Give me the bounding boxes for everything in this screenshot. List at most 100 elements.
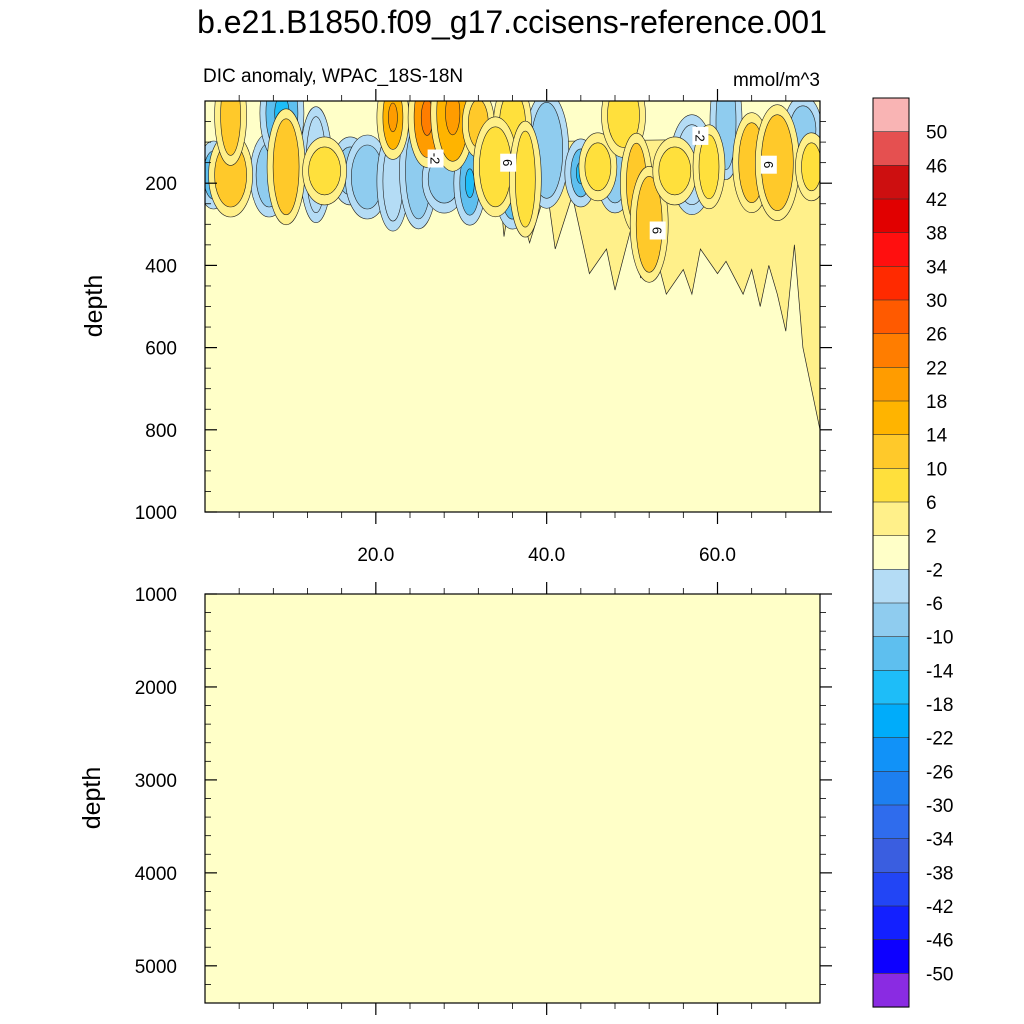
colorbar-swatch xyxy=(872,434,910,469)
colorbar-swatch xyxy=(872,400,910,436)
contour-label-bg xyxy=(500,153,517,172)
colorbar-label: -34 xyxy=(926,830,954,851)
colorbar-swatch xyxy=(872,939,910,974)
colorbar-swatch xyxy=(872,804,910,840)
upper-x-tick-label: 40.0 xyxy=(528,545,565,566)
colorbar-label: -2 xyxy=(926,560,943,581)
upper-axis-ticks: 200 400 600 800 1000 20.0 40.0 60.0 xyxy=(135,89,832,566)
upper-x-tick-label: 60.0 xyxy=(699,545,736,566)
contour-label-text: -2 xyxy=(428,153,443,165)
colorbar-swatch xyxy=(872,872,910,907)
colorbar-swatch xyxy=(872,266,910,301)
contour-label-bg xyxy=(760,155,777,174)
colorbar-swatch xyxy=(872,636,910,671)
upper-contour-field xyxy=(205,101,820,430)
lower-y-tick-label: 1000 xyxy=(135,585,177,606)
colorbar-label: -42 xyxy=(926,897,953,918)
colorbar-label: 46 xyxy=(926,156,947,177)
lower-ylabel: depth xyxy=(78,767,106,830)
lower-y-tick-label: 3000 xyxy=(135,771,177,792)
colorbar-swatch xyxy=(872,232,910,267)
contour-label-text: 6 xyxy=(761,161,776,168)
anomaly-core xyxy=(801,142,820,192)
colorbar-label: 34 xyxy=(926,257,948,278)
colorbar-label: 38 xyxy=(926,224,947,245)
upper-panel: -2 6 -2 6 6 200 400 600 800 1000 20.0 40.0 60.0 dep… xyxy=(80,89,832,566)
colorbar-swatch xyxy=(872,973,910,1008)
colorbar-label: -38 xyxy=(926,863,953,884)
anomaly-peak xyxy=(464,168,475,198)
colorbar-swatch xyxy=(872,198,910,234)
contour-label: 6 xyxy=(500,153,517,172)
contour-label-bg xyxy=(692,126,709,145)
colorbar-swatch xyxy=(872,299,910,335)
lower-y-tick-label: 5000 xyxy=(135,957,177,978)
units-subtitle: mmol/m^3 xyxy=(733,70,820,91)
contour-label: 6 xyxy=(760,155,777,174)
contour-label-bg xyxy=(649,221,666,240)
colorbar-label: 22 xyxy=(926,358,947,379)
colorbar-swatch xyxy=(872,905,910,941)
colorbar-label: 42 xyxy=(926,190,947,211)
colorbar-swatch xyxy=(872,703,910,739)
main-title: b.e21.B1850.f09_g17.ccisens-reference.00… xyxy=(197,4,827,40)
colorbar-label: -6 xyxy=(926,594,943,615)
colorbar-label: 14 xyxy=(926,426,948,447)
contour-label-bg xyxy=(427,149,444,168)
left-subtitle: DIC anomaly, WPAC_18S-18N xyxy=(203,66,463,87)
colorbar-label: 50 xyxy=(926,123,947,144)
lower-axis-ticks: 1000 2000 3000 4000 5000 xyxy=(135,582,832,1015)
colorbar-label: -46 xyxy=(926,931,953,952)
contour-label-text: -2 xyxy=(692,130,707,142)
anomaly-core xyxy=(584,142,612,192)
contour-label: 6 xyxy=(649,221,666,240)
upper-y-tick-label: 400 xyxy=(145,256,177,277)
anomaly-core xyxy=(220,101,241,156)
colorbar-swatch xyxy=(872,501,910,537)
colorbar-label: 2 xyxy=(926,527,937,548)
anomaly-core xyxy=(514,130,536,228)
lower-y-tick-label: 2000 xyxy=(135,678,177,699)
colorbar-frame xyxy=(872,97,910,1008)
colorbar-swatch xyxy=(872,569,910,604)
contour-labels: -2 6 -2 6 6 xyxy=(427,126,777,240)
colorbar-swatch xyxy=(872,838,910,873)
colorbar-swatch xyxy=(872,165,910,200)
upper-ylabel: depth xyxy=(80,275,108,338)
upper-x-tick-label: 20.0 xyxy=(357,545,394,566)
colorbar-label: -50 xyxy=(926,964,953,985)
colorbar-label: 30 xyxy=(926,291,947,312)
contour-label-text: 6 xyxy=(650,227,665,234)
colorbar-swatch xyxy=(872,367,910,402)
colorbar-label: -10 xyxy=(926,628,953,649)
upper-y-tick-label: 1000 xyxy=(135,503,177,524)
anomaly-peak xyxy=(388,102,398,133)
upper-y-tick-label: 600 xyxy=(145,339,177,360)
upper-y-tick-label: 200 xyxy=(145,174,177,195)
colorbar-swatch xyxy=(872,333,910,368)
colorbar-label: -26 xyxy=(926,762,953,783)
colorbar-swatch xyxy=(872,535,910,570)
lower-panel: 1000 2000 3000 4000 5000 depth xyxy=(78,582,832,1015)
colorbar-swatch xyxy=(872,602,910,638)
colorbar-label: 10 xyxy=(926,459,947,480)
colorbar-label: -30 xyxy=(926,796,953,817)
contour-label: -2 xyxy=(427,149,444,168)
anomaly-core xyxy=(658,146,692,196)
colorbar-swatch xyxy=(872,737,910,772)
colorbar-swatch xyxy=(872,468,910,503)
colorbar-label: 26 xyxy=(926,325,947,346)
lower-panel-fill xyxy=(205,594,820,1003)
colorbar-swatch xyxy=(872,670,910,705)
anomaly-core xyxy=(308,146,341,196)
anomaly-peak xyxy=(445,101,461,136)
colorbar-swatch xyxy=(872,131,910,166)
colorbar-swatch xyxy=(872,771,910,806)
contour-label: -2 xyxy=(692,126,709,145)
colorbar-label: -14 xyxy=(926,661,954,682)
colorbar-swatch xyxy=(872,97,910,133)
lower-y-tick-label: 4000 xyxy=(135,864,177,885)
contour-label-text: 6 xyxy=(500,159,515,166)
anomaly-core xyxy=(698,134,720,200)
